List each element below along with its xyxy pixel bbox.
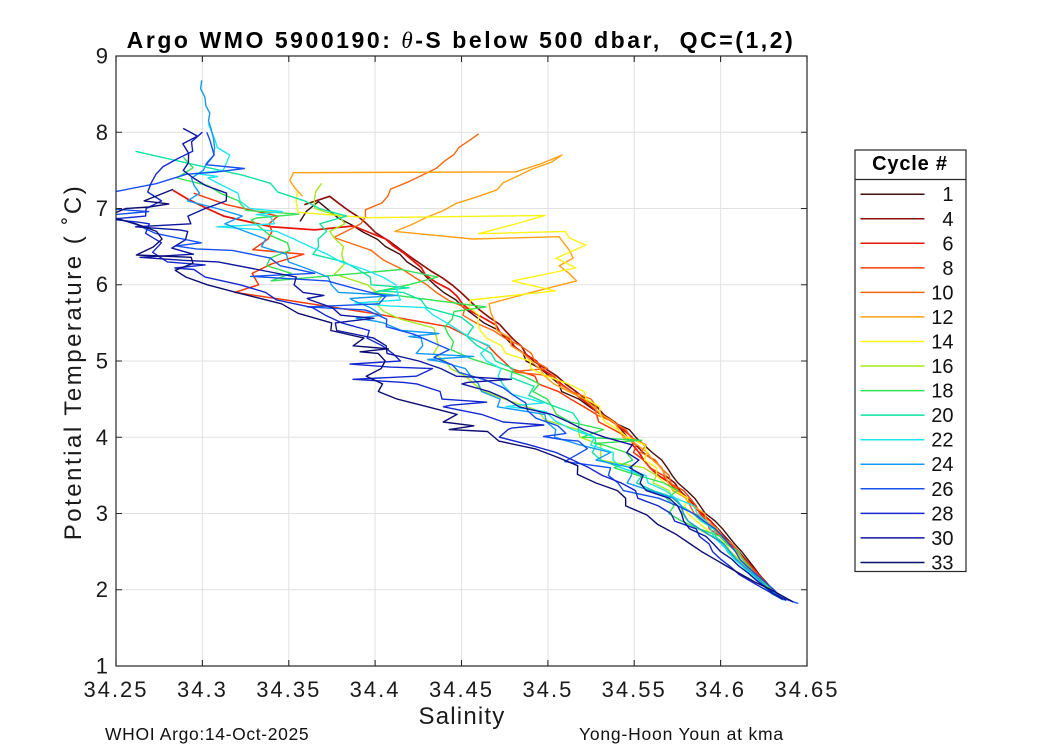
svg-text:4: 4 [942,209,953,231]
svg-text:34.4: 34.4 [350,677,401,702]
svg-text:1: 1 [942,184,953,206]
svg-text:34.35: 34.35 [256,677,321,702]
svg-text:8: 8 [942,258,953,280]
svg-text:6: 6 [96,272,108,297]
svg-text:7: 7 [96,196,108,221]
svg-text:34.5: 34.5 [522,677,573,702]
svg-text:10: 10 [931,282,953,304]
svg-text:9: 9 [96,44,108,69]
svg-text:3: 3 [96,501,108,526]
svg-text:16: 16 [931,356,953,378]
svg-text:8: 8 [96,120,108,145]
svg-text:6: 6 [942,233,953,255]
svg-text:28: 28 [931,503,953,525]
svg-text:Yong-Hoon Youn at kma: Yong-Hoon Youn at kma [579,724,784,744]
svg-text:Salinity: Salinity [419,703,506,730]
svg-text:24: 24 [931,454,953,476]
svg-text:4: 4 [96,425,108,450]
svg-text:14: 14 [931,332,953,354]
svg-text:Potential Temperature ( ˚C): Potential Temperature ( ˚C) [60,184,87,541]
svg-text:34.3: 34.3 [177,677,228,702]
svg-text:22: 22 [931,430,953,452]
svg-text:34.55: 34.55 [602,677,667,702]
svg-text:5: 5 [96,349,108,374]
svg-text:33: 33 [931,553,953,575]
svg-text:18: 18 [931,381,953,403]
svg-text:20: 20 [931,405,953,427]
svg-text:Cycle #: Cycle # [872,153,948,175]
svg-text:34.25: 34.25 [83,677,148,702]
svg-text:34.65: 34.65 [774,677,839,702]
svg-text:34.45: 34.45 [429,677,494,702]
svg-text:WHOI Argo:14-Oct-2025: WHOI Argo:14-Oct-2025 [105,724,309,744]
svg-text:26: 26 [931,479,953,501]
svg-text:Argo WMO 5900190: θ-S below 50: Argo WMO 5900190: θ-S below 500 dbar, QC… [127,27,796,53]
svg-text:34.6: 34.6 [695,677,746,702]
svg-text:2: 2 [96,577,108,602]
svg-text:12: 12 [931,307,953,329]
svg-text:30: 30 [931,528,953,550]
svg-text:1: 1 [96,654,108,679]
